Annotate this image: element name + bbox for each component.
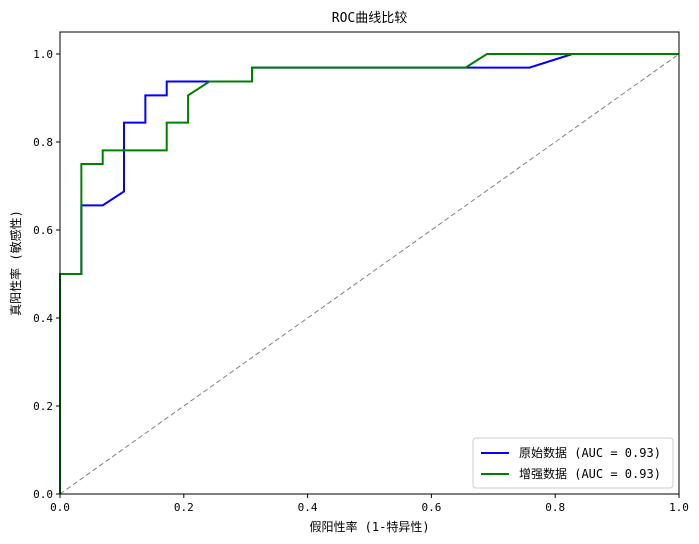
x-tick-label: 0.4 [298,501,318,514]
axis-ticks: 0.0 0.2 0.4 0.6 0.8 1.0 0.0 0.2 0.4 0.6 0.8 1.0 [33,48,689,514]
y-tick-label: 1.0 [33,48,53,61]
chart-title: ROC曲线比较 [332,11,407,26]
y-tick-label: 0.6 [33,224,53,237]
plot-area [59,53,680,495]
x-tick-label: 0.0 [50,501,70,514]
x-axis-label: 假阳性率 (1-特异性) [309,519,429,534]
x-tick-label: 1.0 [669,501,689,514]
x-tick-label: 0.6 [421,501,441,514]
y-tick-label: 0.2 [33,400,53,413]
y-tick-label: 0.8 [33,136,53,149]
x-tick-label: 0.2 [174,501,194,514]
reference-diagonal-line [59,53,680,495]
legend-label-augmented: 增强数据 (AUC = 0.93) [519,466,661,481]
y-tick-label: 0.0 [33,488,53,501]
legend-label-original: 原始数据 (AUC = 0.93) [519,445,661,460]
legend-box [472,437,674,489]
roc-line-augmented [59,53,679,494]
y-tick-label: 0.4 [33,312,53,325]
x-tick-label: 0.8 [545,501,565,514]
plot-frame [59,31,680,495]
y-axis-label: 真阳性率 (敏感性) [8,210,23,316]
legend: 原始数据 (AUC = 0.93) 增强数据 (AUC = 0.93) [472,437,674,489]
